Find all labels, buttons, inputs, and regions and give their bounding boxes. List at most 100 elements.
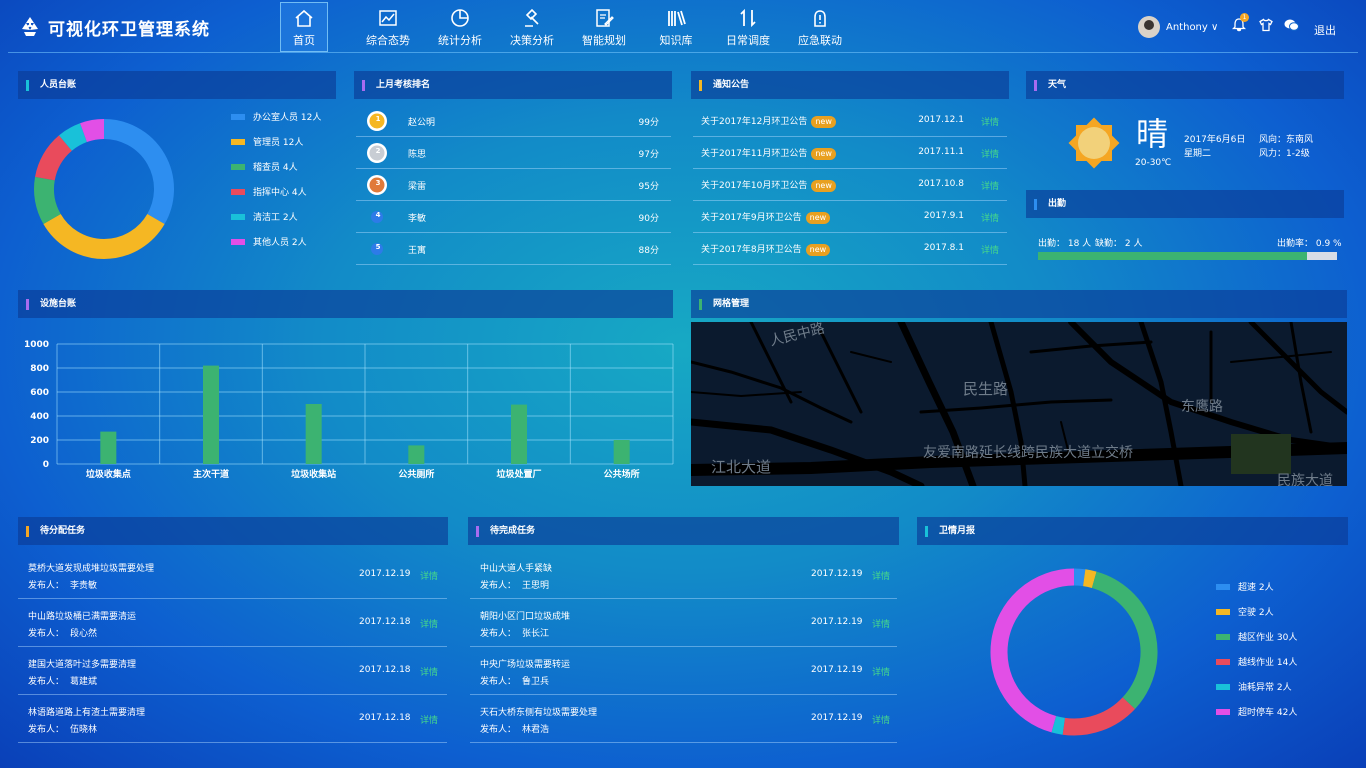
notice-date: 2017.12.1	[918, 115, 964, 125]
notice-detail-link[interactable]: 详情	[980, 150, 999, 160]
panel-weather-header: 天气	[1026, 71, 1344, 99]
publisher-name: 伍晓林	[70, 725, 98, 735]
legend-swatch	[1216, 608, 1230, 615]
rank-name: 陈思	[408, 150, 427, 160]
donut-slice	[1091, 571, 1158, 709]
notice-detail-link[interactable]: 详情	[980, 214, 999, 224]
notice-title: 关于2017年11月环卫公告	[701, 149, 808, 159]
publisher-label: 发布人：	[480, 629, 517, 639]
map-label: 东鹰路	[1181, 399, 1223, 415]
task-date: 2017.12.19	[811, 665, 863, 675]
alert-icon	[814, 9, 826, 27]
notice-date: 2017.9.1	[923, 211, 964, 221]
task-detail-link[interactable]: 详情	[872, 668, 891, 678]
legend-swatch	[231, 138, 245, 145]
nav-label: 知识库	[659, 33, 693, 47]
legend-label: 清洁工 2人	[253, 213, 298, 223]
publisher-label: 发布人：	[480, 725, 517, 735]
notice-date: 2017.8.1	[923, 243, 964, 253]
nav-item-alert[interactable]: 应急联动	[784, 2, 856, 52]
shirt-button[interactable]	[1259, 18, 1273, 35]
x-tick-label: 公共厕所	[398, 468, 434, 480]
grid-map[interactable]: 人民中路 民生路 东鹰路 江北大道 友爱南路延长线跨民族大道立交桥 民族大道	[691, 322, 1347, 486]
nav-item-edit[interactable]: 智能规划	[568, 2, 640, 52]
pie-icon	[451, 8, 469, 27]
chat-button[interactable]	[1284, 18, 1299, 35]
weather-condition: 晴	[1136, 115, 1169, 153]
task-detail-link[interactable]: 详情	[872, 572, 891, 582]
attendance-rate: 出勤率： 0.9 %	[1277, 239, 1342, 249]
legend-swatch	[231, 163, 245, 170]
rank-number: 4	[375, 211, 381, 219]
nav-item-swap[interactable]: 日常调度	[712, 2, 784, 52]
panel-title: 出勤	[1048, 199, 1067, 209]
map-label: 江北大道	[711, 458, 772, 476]
task-row[interactable]: 天石大桥东侧有垃圾需要处理 发布人： 林君浩 2017.12.19 详情	[470, 695, 897, 743]
nav-item-trend[interactable]: 综合态势	[352, 2, 424, 52]
notice-row[interactable]: 关于2017年11月环卫公告 new 2017.11.1 详情	[693, 137, 1007, 169]
task-detail-link[interactable]: 详情	[420, 572, 439, 582]
publisher-label: 发布人：	[480, 581, 517, 591]
notice-row[interactable]: 关于2017年8月环卫公告 new 2017.8.1 详情	[693, 233, 1007, 265]
task-publisher: 发布人： 李贵敏	[28, 578, 97, 591]
panel-title: 卫情月报	[939, 526, 976, 536]
home-icon	[295, 9, 313, 27]
task-row[interactable]: 中央广场垃圾需要转运 发布人： 鲁卫兵 2017.12.19 详情	[470, 647, 897, 695]
notice-detail-link[interactable]: 详情	[980, 182, 999, 192]
recycle-icon	[22, 17, 38, 36]
task-detail-link[interactable]: 详情	[420, 716, 439, 726]
donut-slice	[59, 123, 88, 151]
nav-item-home[interactable]: 首页	[280, 2, 328, 52]
donut-slice	[1062, 697, 1136, 736]
nav-item-gavel[interactable]: 决策分析	[496, 2, 568, 52]
notice-row[interactable]: 关于2017年9月环卫公告 new 2017.9.1 详情	[693, 201, 1007, 233]
task-title: 中央广场垃圾需要转运	[480, 660, 571, 670]
attendance-bar	[1038, 252, 1337, 260]
task-row[interactable]: 林语路道路上有渣土需要清理 发布人： 伍晓林 2017.12.18 详情	[18, 695, 447, 743]
main-nav: 首页 综合态势 统计分析 决策分析 智能规划 知识库 日常调度 应急联动	[280, 2, 856, 52]
task-row[interactable]: 中山路垃圾桶已满需要清运 发布人： 段心然 2017.12.18 详情	[18, 599, 447, 647]
sun-icon	[1068, 117, 1120, 169]
panel-unfinished-header: 待完成任务	[468, 517, 899, 545]
wind-level: 风力：1-2级	[1259, 149, 1310, 159]
task-row[interactable]: 朝阳小区门口垃圾成堆 发布人： 张长江 2017.12.19 详情	[470, 599, 897, 647]
rank-name: 李敏	[408, 214, 427, 224]
notice-row[interactable]: 关于2017年12月环卫公告 new 2017.12.1 详情	[693, 105, 1007, 137]
publisher-label: 发布人：	[28, 725, 65, 735]
task-publisher: 发布人： 葛建斌	[28, 674, 97, 687]
medal-icon	[367, 143, 387, 163]
bar	[511, 404, 527, 464]
bar	[613, 440, 630, 464]
ranking-row: 1 赵公明 99分	[356, 105, 671, 137]
task-row[interactable]: 建国大道落叶过多需要清理 发布人： 葛建斌 2017.12.18 详情	[18, 647, 447, 695]
notice-row[interactable]: 关于2017年10月环卫公告 new 2017.10.8 详情	[693, 169, 1007, 201]
panel-staff-header: 人员台账	[18, 71, 336, 99]
notice-detail-link[interactable]: 详情	[980, 118, 999, 128]
task-detail-link[interactable]: 详情	[420, 668, 439, 678]
top-bar: 可视化环卫管理系统 首页 综合态势 统计分析 决策分析 智能规划 知识库 日常调度 应急联动 …	[0, 0, 1366, 56]
task-date: 2017.12.19	[811, 569, 863, 579]
bell-button[interactable]: 1	[1231, 13, 1249, 35]
donut-slice	[34, 176, 61, 224]
legend-swatch	[1216, 658, 1230, 665]
user-menu[interactable]: Anthony ∨	[1138, 16, 1218, 38]
task-detail-link[interactable]: 详情	[872, 620, 891, 630]
task-publisher: 发布人： 张长江	[480, 626, 549, 639]
x-tick-label: 公共场所	[604, 468, 640, 480]
task-row[interactable]: 中山大道人手紧缺 发布人： 王思明 2017.12.19 详情	[470, 551, 897, 599]
panel-title: 人员台账	[40, 80, 77, 90]
legend-item: 清洁工 2人	[231, 210, 298, 223]
shirt-icon	[1259, 18, 1273, 32]
nav-item-pie[interactable]: 统计分析	[424, 2, 496, 52]
notice-detail-link[interactable]: 详情	[980, 246, 999, 256]
legend-item: 稽查员 4人	[231, 160, 298, 173]
publisher-label: 发布人：	[28, 581, 65, 591]
notice-title-wrap: 关于2017年11月环卫公告 new	[701, 146, 836, 160]
monthly-donut	[990, 568, 1158, 736]
edit-icon	[596, 8, 614, 27]
task-detail-link[interactable]: 详情	[872, 716, 891, 726]
task-detail-link[interactable]: 详情	[420, 620, 439, 630]
task-row[interactable]: 莫桥大道发现成堆垃圾需要处理 发布人： 李贵敏 2017.12.19 详情	[18, 551, 447, 599]
nav-item-books[interactable]: 知识库	[640, 2, 712, 52]
logout-button[interactable]: 退出	[1314, 24, 1336, 37]
